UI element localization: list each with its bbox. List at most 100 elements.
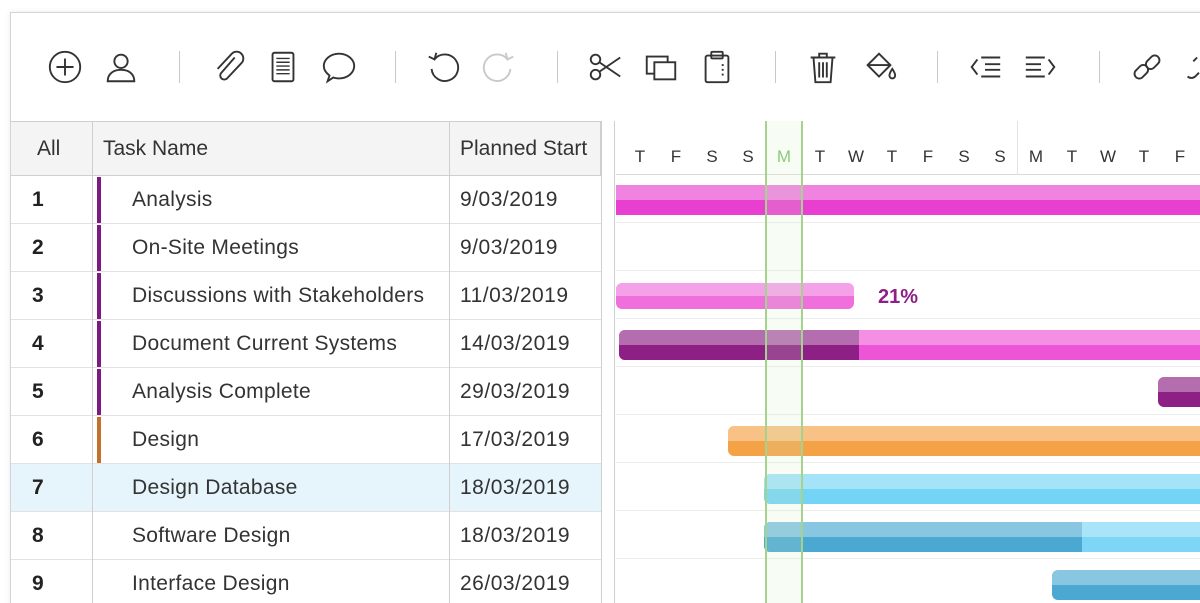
task-bar-analysis-complete[interactable] (1158, 377, 1200, 407)
outdent-icon[interactable] (965, 47, 1005, 87)
day-label: F (670, 147, 682, 166)
delete-icon[interactable] (803, 47, 843, 87)
table-row[interactable]: 1 Analysis 9/03/2019 (11, 176, 601, 224)
task-bar-design-database[interactable] (764, 474, 1200, 504)
row-number: 4 (11, 320, 93, 368)
toolbar-separator (179, 51, 180, 83)
undo-icon[interactable] (423, 47, 463, 87)
table-row[interactable]: 2 On-Site Meetings 9/03/2019 (11, 224, 601, 272)
task-name-cell[interactable]: Analysis Complete (93, 368, 450, 416)
day-label: M (1028, 147, 1044, 166)
day-label: F (1174, 147, 1186, 166)
column-header-task-name[interactable]: Task Name (93, 122, 450, 176)
task-bar-discussions[interactable] (616, 283, 854, 309)
column-header-all[interactable]: All (11, 122, 93, 176)
task-name: Discussions with Stakeholders (132, 284, 425, 307)
table-row[interactable]: 9 Interface Design 26/03/2019 (11, 560, 601, 603)
table-row[interactable]: 4 Document Current Systems 14/03/2019 (11, 320, 601, 368)
gantt-row (616, 319, 1200, 367)
task-name-cell[interactable]: On-Site Meetings (93, 224, 450, 272)
cut-icon[interactable] (585, 47, 625, 87)
column-header-all-label: All (37, 136, 61, 160)
task-bar-design[interactable] (728, 426, 1200, 456)
planned-start-cell[interactable]: 14/03/2019 (460, 332, 571, 355)
task-grid: All Task Name Planned Start 1 Analysis 9… (11, 121, 601, 603)
day-label: F (922, 147, 934, 166)
day-label: S (958, 147, 970, 166)
task-name-cell[interactable]: Software Design (93, 512, 450, 560)
row-number: 2 (11, 224, 93, 272)
paint-bucket-icon[interactable] (859, 47, 899, 87)
planned-start-cell[interactable]: 18/03/2019 (460, 524, 571, 547)
row-number: 6 (11, 416, 93, 464)
today-marker (765, 121, 803, 603)
task-name-cell[interactable]: Discussions with Stakeholders (93, 272, 450, 320)
planned-start-cell[interactable]: 11/03/2019 (460, 284, 569, 307)
group-color-bar (97, 177, 101, 223)
pane-splitter[interactable] (601, 121, 615, 603)
table-row[interactable]: 5 Analysis Complete 29/03/2019 (11, 368, 601, 416)
task-name-cell[interactable]: Design (93, 416, 450, 464)
group-color-bar (97, 321, 101, 367)
day-label: T (1138, 147, 1150, 166)
planned-start-cell[interactable]: 18/03/2019 (460, 476, 571, 499)
day-label: S (742, 147, 754, 166)
redo-icon[interactable] (479, 47, 519, 87)
planned-start-cell[interactable]: 9/03/2019 (460, 188, 558, 211)
row-number: 9 (11, 560, 93, 603)
app-window: All Task Name Planned Start 1 Analysis 9… (10, 12, 1200, 603)
user-icon[interactable] (101, 47, 141, 87)
toolbar-separator (1099, 51, 1100, 83)
toolbar-separator (395, 51, 396, 83)
task-bar-analysis[interactable] (616, 185, 1200, 215)
paste-icon[interactable] (697, 47, 737, 87)
gantt-row (616, 175, 1200, 223)
unlink-icon[interactable] (1179, 47, 1200, 87)
task-name: Software Design (132, 524, 291, 547)
table-row[interactable]: 8 Software Design 18/03/2019 (11, 512, 601, 560)
comment-icon[interactable] (319, 47, 359, 87)
column-header-planned-start[interactable]: Planned Start (450, 122, 601, 176)
gantt-row (616, 223, 1200, 271)
table-row[interactable]: 3 Discussions with Stakeholders 11/03/20… (11, 272, 601, 320)
planned-start-cell[interactable]: 9/03/2019 (460, 236, 558, 259)
gantt-row (616, 367, 1200, 415)
day-label: S (706, 147, 718, 166)
day-label: W (1099, 147, 1117, 166)
row-number: 5 (11, 368, 93, 416)
toolbar (11, 13, 1200, 121)
add-icon[interactable] (45, 47, 85, 87)
task-name: On-Site Meetings (132, 236, 300, 259)
task-name: Analysis Complete (132, 380, 312, 403)
day-label-today: M (776, 147, 792, 166)
task-name-cell[interactable]: Design Database (93, 464, 450, 512)
table-row[interactable]: 6 Design 17/03/2019 (11, 416, 601, 464)
gantt-row (616, 271, 1200, 319)
planned-start-cell[interactable]: 29/03/2019 (460, 380, 571, 403)
task-name: Design Database (132, 476, 298, 499)
task-name-cell[interactable]: Interface Design (93, 560, 450, 603)
row-number: 8 (11, 512, 93, 560)
task-name: Analysis (132, 188, 213, 211)
task-bar-software-design[interactable] (764, 522, 1200, 552)
task-bar-interface-design[interactable] (1052, 570, 1200, 600)
day-label: S (994, 147, 1006, 166)
task-name-cell[interactable]: Document Current Systems (93, 320, 450, 368)
attachment-icon[interactable] (209, 47, 249, 87)
task-name: Document Current Systems (132, 332, 398, 355)
toolbar-separator (775, 51, 776, 83)
indent-icon[interactable] (1021, 47, 1061, 87)
gantt-row (616, 463, 1200, 511)
planned-start-cell[interactable]: 17/03/2019 (460, 428, 571, 451)
link-icon[interactable] (1127, 47, 1167, 87)
day-label: W (847, 147, 865, 166)
table-row-selected[interactable]: 7 Design Database 18/03/2019 (11, 464, 601, 512)
task-name-cell[interactable]: Analysis (93, 176, 450, 224)
task-bar-document-systems[interactable] (619, 330, 1200, 360)
task-name: Design (132, 428, 200, 451)
day-label: T (814, 147, 826, 166)
notes-icon[interactable] (263, 47, 303, 87)
row-number: 7 (11, 464, 93, 512)
planned-start-cell[interactable]: 26/03/2019 (460, 572, 571, 595)
copy-icon[interactable] (641, 47, 681, 87)
